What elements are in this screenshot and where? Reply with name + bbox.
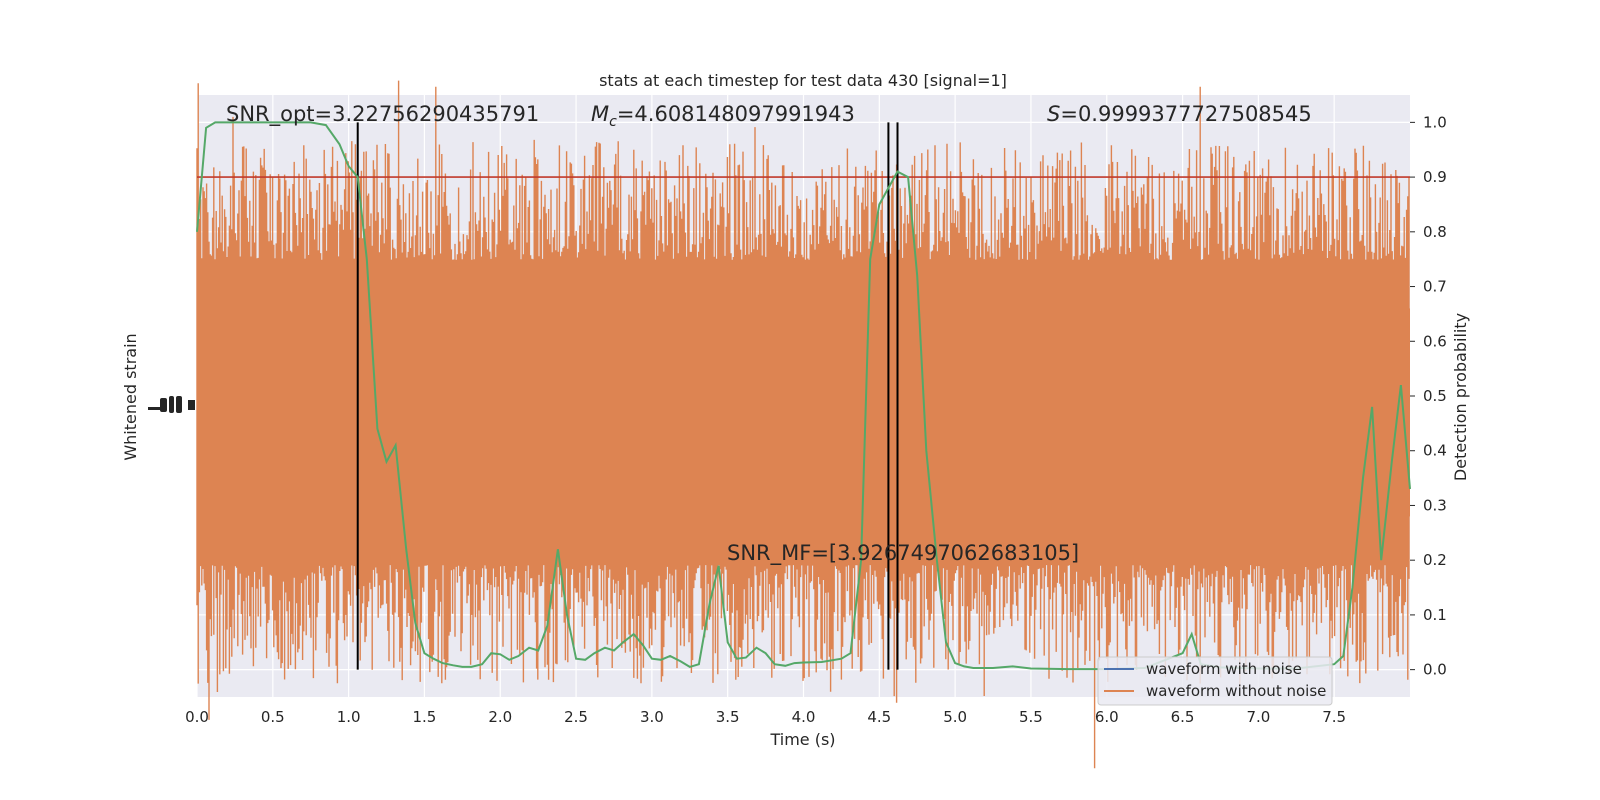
x-tick-label: 4.0 [792, 708, 816, 726]
y-tick-label: 0.4 [1423, 442, 1447, 460]
x-tick-label: 3.0 [640, 708, 664, 726]
y-tick-label: 0.8 [1423, 223, 1447, 241]
y-tick-label: 1.0 [1423, 113, 1447, 131]
x-tick-label: 5.5 [1019, 708, 1043, 726]
chirp-mass-annotation: Mc=4.608148097991943 [591, 102, 855, 130]
vertical-markers [356, 122, 899, 670]
snr-opt-annotation: SNR_opt=3.22756290435791 [226, 102, 539, 127]
waveform-without-noise-core [197, 308, 1410, 517]
x-tick-label: 3.5 [716, 708, 740, 726]
legend: waveform with noise waveform without noi… [1097, 656, 1333, 706]
y-tick-label: 0.1 [1423, 606, 1447, 624]
left-tick-cluster [148, 396, 195, 413]
x-axis-ticks: 0.0 0.5 1.0 1.5 2.0 2.5 3.0 3.5 4.0 4.5 5.0 5.5 6.0 6… [185, 708, 1346, 726]
y-tick-label: 0.0 [1423, 661, 1447, 679]
chirp-mass-value: =4.608148097991943 [617, 102, 855, 126]
y-tick-label: 0.3 [1423, 496, 1447, 514]
x-tick-label: 1.5 [413, 708, 437, 726]
legend-label-with-noise: waveform with noise [1146, 660, 1302, 678]
x-tick-label: 1.0 [337, 708, 361, 726]
y-axis-label-right: Detection probability [1451, 313, 1470, 481]
x-tick-label: 0.5 [261, 708, 285, 726]
x-tick-label: 6.0 [1095, 708, 1119, 726]
y-tick-label: 0.6 [1423, 332, 1447, 350]
y-tick-label: 0.2 [1423, 551, 1447, 569]
score-annotation: S=0.9999377727508545 [1047, 102, 1312, 126]
x-tick-label: 5.0 [943, 708, 967, 726]
y-tick-label: 0.5 [1423, 387, 1447, 405]
y-tick-label: 0.7 [1423, 278, 1447, 296]
x-tick-label: 2.0 [488, 708, 512, 726]
x-tick-label: 2.5 [564, 708, 588, 726]
x-tick-label: 7.0 [1246, 708, 1270, 726]
y-axis-label-left: Whitened strain [121, 333, 140, 460]
x-tick-label: 4.5 [867, 708, 891, 726]
x-tick-label: 0.0 [185, 708, 209, 726]
y-axis-ticks-right: 0.0 0.1 0.2 0.3 0.4 0.5 0.6 0.7 0.8 0.9 1.0 [1410, 113, 1447, 679]
chirp-mass-symbol: M [591, 102, 609, 126]
snr-mf-annotation: SNR_MF=[3.9267497062683105] [727, 541, 1079, 566]
legend-label-without-noise: waveform without noise [1146, 682, 1326, 700]
legend-box [1097, 656, 1333, 706]
chirp-mass-subscript: c [609, 114, 617, 130]
x-tick-label: 7.5 [1322, 708, 1346, 726]
chart-title: stats at each timestep for test data 430… [599, 71, 1007, 90]
x-tick-label: 6.5 [1171, 708, 1195, 726]
x-axis-label: Time (s) [769, 730, 835, 749]
score-value: =0.9999377727508545 [1060, 102, 1311, 126]
score-symbol: S [1047, 102, 1060, 126]
y-tick-label: 0.9 [1423, 168, 1447, 186]
